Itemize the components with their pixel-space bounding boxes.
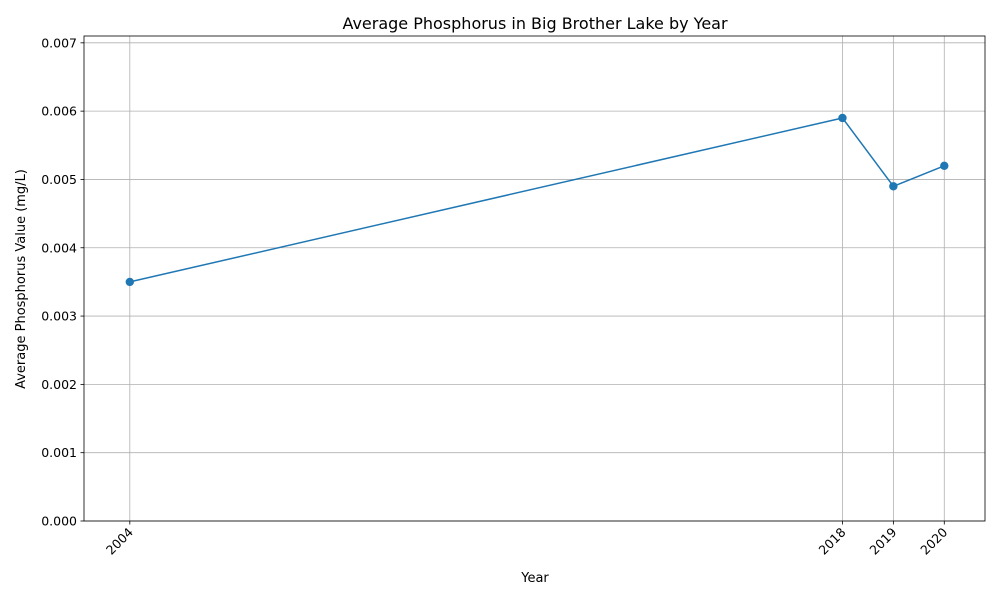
y-tick-label: 0.006 xyxy=(41,104,77,119)
series-line xyxy=(129,117,945,283)
y-axis-label: Average Phosphorus Value (mg/L) xyxy=(14,169,29,389)
data-point xyxy=(940,161,949,170)
grid xyxy=(84,36,985,522)
data-point xyxy=(838,113,847,123)
tick-labels: 0.000 0.001 0.002 0.003 0.004 0.005 0.006 0.007… xyxy=(41,35,950,557)
chart-title: Average Phosphorus in Big Brother Lake b… xyxy=(342,14,728,33)
axes xyxy=(80,35,986,525)
series xyxy=(125,113,949,287)
data-point xyxy=(889,182,898,191)
x-tick-label: 2020 xyxy=(917,524,950,557)
y-tick-label: 0.003 xyxy=(41,309,77,324)
y-tick-label: 0.002 xyxy=(41,377,77,392)
y-tick-label: 0.005 xyxy=(41,172,77,187)
y-tick-label: 0.004 xyxy=(41,240,77,255)
x-tick-label: 2019 xyxy=(866,524,899,557)
x-axis-label: Year xyxy=(520,571,549,586)
data-point xyxy=(125,277,135,287)
y-tick-label: 0.000 xyxy=(41,514,77,529)
y-tick-label: 0.001 xyxy=(41,445,77,460)
y-tick-label: 0.007 xyxy=(41,35,77,50)
x-tick-label: 2018 xyxy=(815,524,848,557)
plot-frame xyxy=(83,35,986,522)
x-tick-label: 2004 xyxy=(103,524,136,557)
